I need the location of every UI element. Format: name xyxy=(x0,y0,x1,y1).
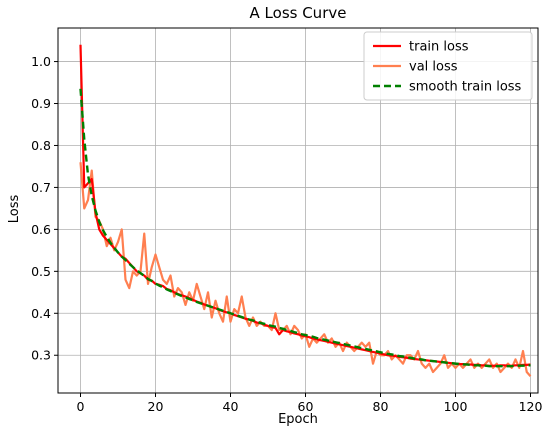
y-tick-label-2: 0.5 xyxy=(31,264,51,279)
y-tick-label-0: 0.3 xyxy=(31,348,51,363)
x-tick-label-3: 60 xyxy=(298,399,314,414)
x-tick-label-4: 80 xyxy=(373,399,389,414)
x-axis-label: Epoch xyxy=(278,412,318,427)
x-tick-label-6: 120 xyxy=(519,399,543,414)
series-line-smooth-train-loss xyxy=(79,88,531,368)
x-tick-label-1: 20 xyxy=(148,399,164,414)
y-tick-label-4: 0.7 xyxy=(31,180,51,195)
legend-label-val-loss: val loss xyxy=(409,60,458,75)
legend: train loss val loss smooth train loss xyxy=(363,31,533,101)
y-tick-label-7: 1.0 xyxy=(31,54,51,69)
y-tick-label-6: 0.9 xyxy=(31,96,51,111)
y-tick-label-5: 0.8 xyxy=(31,138,51,153)
x-tick-label-0: 0 xyxy=(77,399,85,414)
x-tick-label-5: 100 xyxy=(444,399,468,414)
y-axis-label: Loss xyxy=(7,195,22,224)
legend-box xyxy=(363,31,533,101)
chart-title: A Loss Curve xyxy=(250,4,347,22)
legend-label-smooth-train-loss: smooth train loss xyxy=(409,80,522,95)
axes-frame xyxy=(57,27,539,394)
y-tick-label-1: 0.4 xyxy=(31,306,51,321)
x-tick-label-2: 40 xyxy=(223,399,239,414)
legend-label-train-loss: train loss xyxy=(409,40,469,55)
y-tick-label-3: 0.6 xyxy=(31,222,51,237)
